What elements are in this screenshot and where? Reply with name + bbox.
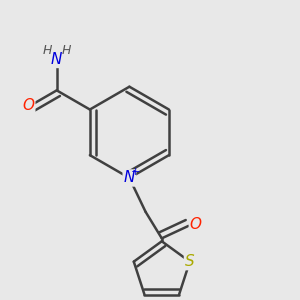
- Text: N: N: [51, 52, 62, 67]
- Text: O: O: [190, 217, 202, 232]
- Text: O: O: [22, 98, 34, 112]
- Text: H: H: [43, 44, 52, 57]
- Text: N: N: [124, 170, 135, 185]
- Text: +: +: [131, 167, 141, 177]
- Text: S: S: [185, 254, 195, 269]
- Text: H: H: [61, 44, 71, 57]
